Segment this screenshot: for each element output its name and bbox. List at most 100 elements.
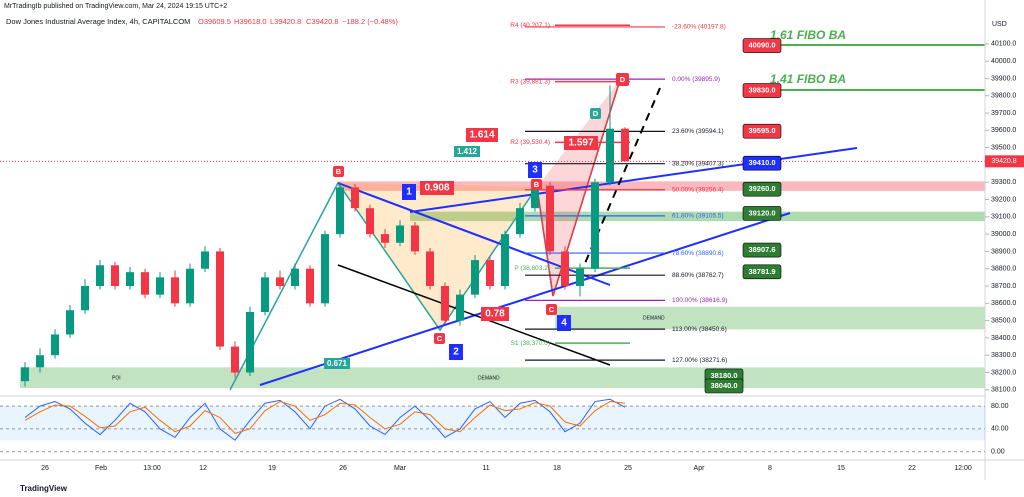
ratio-badge: [324, 358, 350, 369]
fib-label: 88.60% (38762.7): [672, 272, 724, 279]
ratio-badge: [564, 136, 598, 150]
y-tick-label: 39900.0: [991, 75, 1016, 82]
candle-body: [411, 225, 419, 252]
wave-badge: [528, 162, 542, 178]
point-badge: [434, 333, 445, 344]
candle-body: [426, 251, 434, 287]
ohlc: H39618.0: [234, 17, 267, 26]
price-tag-label: 38180.0: [710, 371, 737, 380]
y-tick-label: 38700.0: [991, 283, 1016, 290]
fib-label: 100.00% (38616.9): [672, 297, 727, 304]
candle-body: [66, 310, 74, 335]
y-tick-label: 40000.0: [991, 58, 1016, 65]
candle-body: [591, 182, 599, 269]
y-tick-label: 39700.0: [991, 110, 1016, 117]
x-tick-label: 11: [482, 465, 489, 472]
candle-body: [621, 128, 629, 162]
point: B: [336, 167, 342, 176]
x-tick-label: 22: [908, 465, 916, 472]
wave: 3: [532, 165, 538, 176]
point: C: [549, 305, 555, 314]
trend-line: [259, 212, 791, 386]
price-tag: [742, 38, 782, 53]
pivot-label: R3 (39,881.3): [510, 78, 550, 85]
ohlc: C39420.8: [306, 17, 339, 26]
candle-body: [471, 260, 479, 295]
wave-badge: [402, 184, 416, 200]
fib-label: 61.80% (39105.5): [672, 213, 724, 220]
candle-body: [516, 208, 524, 235]
zone-label: DEMAND: [478, 375, 500, 381]
y-tick-label: 38200.0: [991, 369, 1016, 376]
x-tick-label: Apr: [694, 465, 706, 472]
fib-label: 38.20% (39407.3): [672, 160, 724, 167]
point: D: [620, 75, 626, 84]
price-tag-label: 39830.0: [748, 86, 775, 95]
point-badge: [590, 108, 601, 119]
candle-body: [141, 272, 149, 295]
point-badge: [616, 73, 629, 86]
y-tick-label: 39800.0: [991, 93, 1016, 100]
ratio-badge: [454, 146, 480, 157]
publisher: MrTradingIb published on TradingView.com…: [4, 3, 227, 10]
candle-body: [216, 251, 224, 347]
fib-label: -23.60% (40197.8): [672, 24, 726, 31]
osc-line: [24, 398, 626, 441]
x-tick-label: 8: [768, 465, 772, 472]
y-tick-label: 39200.0: [991, 196, 1016, 203]
candle-body: [561, 251, 569, 287]
y-tick-label: 40100.0: [991, 41, 1016, 48]
ratio: 0.908: [424, 183, 449, 194]
x-tick-label: 13:00: [143, 465, 161, 472]
point: C: [437, 334, 443, 343]
ratio-badge: [481, 307, 509, 321]
candle-body: [546, 185, 554, 252]
x-tick-label: Feb: [95, 465, 107, 472]
fibo-label: 1.41 FIBO BA: [770, 72, 846, 86]
x-tick-label: 26: [41, 465, 49, 472]
zone: [338, 181, 985, 191]
x-tick-label: 15: [837, 465, 845, 472]
candle-body: [486, 260, 494, 287]
price-tag: [742, 206, 782, 221]
candle-body: [291, 268, 299, 287]
pivot-label: R4 (40,207.1): [510, 22, 550, 29]
change: −188.2 (−0.48%): [342, 17, 398, 26]
fib-label: 23.60% (39594.1): [672, 128, 724, 135]
osc-tick-label: 0.00: [991, 448, 1005, 455]
x-tick-label: 26: [339, 465, 347, 472]
x-tick-label: 12:00: [954, 465, 972, 472]
pivot-label: S1 (38,370.0): [511, 340, 550, 347]
wave-badge: [557, 315, 571, 331]
wave-badge: [449, 344, 463, 360]
price-tag: [742, 242, 782, 258]
price-tag: [742, 83, 782, 98]
ratio: 1.597: [568, 138, 593, 149]
candle-body: [186, 268, 194, 304]
fib-label: 0.00% (39895.9): [672, 76, 720, 83]
candle-body: [201, 251, 209, 269]
wave: 2: [453, 347, 459, 358]
candle-body: [306, 268, 314, 304]
y-tick-label: 39100.0: [991, 214, 1016, 221]
fib-label: 127.00% (38271.6): [672, 357, 727, 364]
pivot-label: P (38,803.2): [514, 265, 550, 272]
fibo-label: 1.61 FIBO BA: [770, 28, 846, 42]
price-tag: [704, 378, 744, 394]
y-tick-label: 38500.0: [991, 317, 1016, 324]
price-tag-label: 38040.0: [710, 381, 737, 390]
channel-line: [337, 264, 611, 366]
osc-line: [24, 401, 626, 434]
x-tick-label: 12: [199, 465, 207, 472]
candle-body: [171, 277, 179, 304]
zone: [410, 211, 985, 222]
ratio: 0.78: [485, 309, 505, 320]
price-tag-label: 38781.9: [748, 267, 775, 276]
candle-body: [261, 277, 269, 312]
candle-body: [336, 187, 344, 235]
symbol: Dow Jones Industrial Average Index, 4h, …: [6, 17, 190, 26]
zone-label: POI: [112, 375, 121, 381]
price-tag: [742, 155, 782, 171]
ohlc: L39420.8: [270, 17, 301, 26]
